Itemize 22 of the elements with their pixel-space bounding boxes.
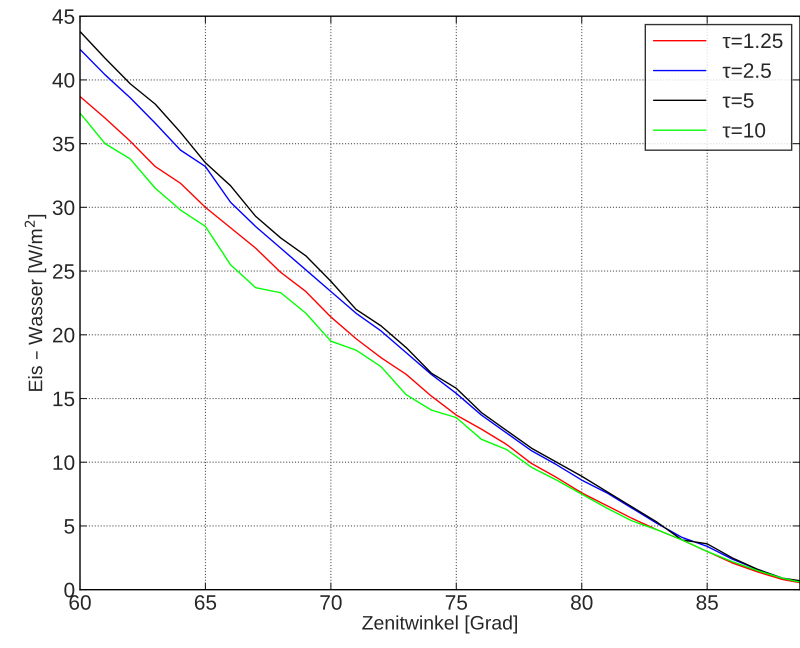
y-tick-label: 25 — [53, 264, 74, 279]
x-tick-label: 60 — [69, 595, 91, 610]
y-tick-label: 20 — [53, 328, 74, 343]
y-tick-label: 15 — [54, 392, 74, 406]
y-axis-title: Eis – Wasser [W/m$^{2}$] — [24, 214, 46, 391]
legend-label: τ=2.5 — [722, 63, 771, 78]
legend-label: τ=10 — [722, 122, 766, 138]
x-tick-label: 75 — [446, 595, 468, 610]
y-tick-label: 40 — [52, 72, 74, 88]
y-tick-label: 30 — [52, 200, 74, 216]
legend-label: τ=5 — [722, 93, 754, 108]
y-tick-label: 10 — [54, 455, 74, 470]
x-axis-title: Zenitwinkel [Grad] — [362, 615, 517, 634]
x-tick-label: 70 — [320, 595, 342, 610]
y-tick-label: 0 — [64, 582, 74, 598]
y-tick-label: 45 — [52, 9, 74, 24]
x-tick-label: 85 — [696, 595, 718, 610]
legend-label: τ=1.25 — [722, 33, 782, 48]
y-tick-label: 35 — [52, 136, 74, 152]
x-tick-label: 80 — [571, 595, 593, 610]
y-tick-label: 5 — [64, 519, 74, 534]
x-tick-label: 65 — [194, 595, 216, 610]
